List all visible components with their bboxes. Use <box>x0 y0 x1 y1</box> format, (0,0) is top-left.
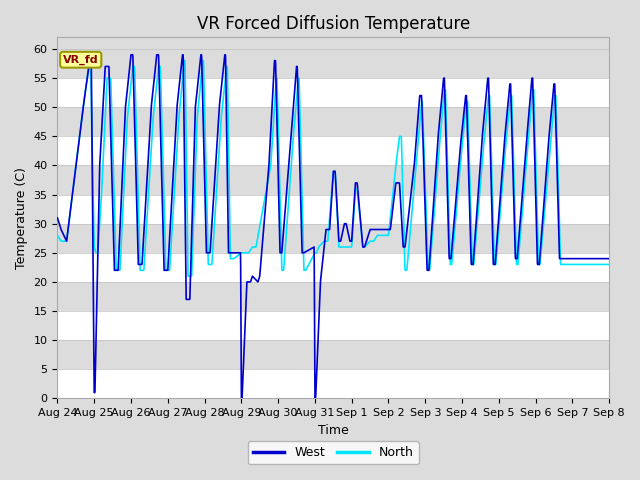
Bar <box>58 340 609 369</box>
Bar <box>58 253 609 282</box>
Bar <box>58 166 609 194</box>
Bar <box>58 311 609 340</box>
Title: VR Forced Diffusion Temperature: VR Forced Diffusion Temperature <box>196 15 470 33</box>
Y-axis label: Temperature (C): Temperature (C) <box>15 167 28 269</box>
X-axis label: Time: Time <box>318 424 349 437</box>
Bar <box>58 107 609 136</box>
Bar <box>58 369 609 398</box>
Bar <box>58 136 609 166</box>
Legend: West, North: West, North <box>248 442 419 464</box>
Bar <box>58 78 609 107</box>
Bar <box>58 224 609 253</box>
Bar <box>58 282 609 311</box>
Bar <box>58 194 609 224</box>
Text: VR_fd: VR_fd <box>63 55 99 65</box>
Bar <box>58 49 609 78</box>
